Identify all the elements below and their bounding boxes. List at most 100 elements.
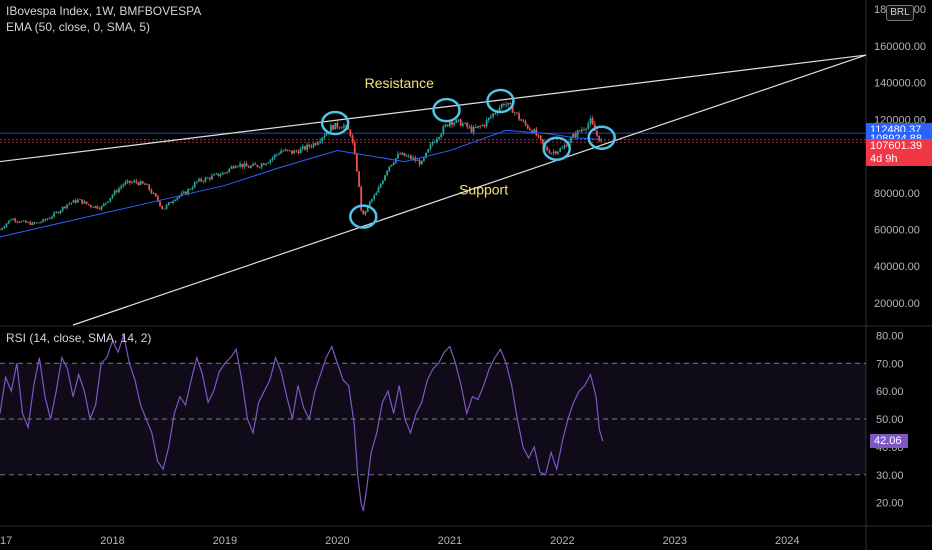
candle-body [591,118,594,125]
candle-body [580,129,583,132]
candle-body [312,143,315,147]
candle-body [552,151,555,154]
currency-button[interactable]: BRL [886,5,914,21]
candle-body [230,166,233,169]
candle-body [442,126,445,134]
candle-body [137,182,140,186]
candle-body [600,139,603,141]
rsi-tick-label: 70.00 [876,358,904,370]
candle-body [258,166,261,168]
price-tick-label: 80000.00 [874,188,920,200]
candle-body [256,164,259,167]
candle-body [355,154,358,172]
candle-body [265,163,267,165]
candle-body [163,208,166,210]
rsi-tick-label: 20.00 [876,498,904,510]
candle-body [51,216,53,219]
candle-body [70,202,73,204]
candle-body [388,166,391,171]
highlight-circle [349,204,378,229]
candle-body [368,201,371,206]
candle-body [293,150,296,154]
candle-body [107,201,110,203]
rsi-tick-label: 60.00 [876,386,904,398]
time-tick-label: 2024 [775,535,799,547]
time-tick-label: 2020 [325,535,349,547]
candle-body [81,199,84,204]
highlight-circle [587,125,616,150]
candle-body [105,202,107,204]
candle-body [221,172,224,175]
candle-body [128,180,131,183]
candle-body [284,149,287,151]
candle-body [63,206,66,208]
candle-body [420,160,423,165]
candle-body [68,203,71,205]
candle-body [578,130,581,132]
candle-body [565,145,568,147]
candle-body [373,195,376,200]
candle-body [310,146,313,148]
candle-body [262,163,265,165]
candle-body [226,171,228,173]
candle-body [583,129,585,131]
candle-body [146,184,148,186]
candle-body [141,181,144,184]
candle-body [273,154,276,158]
candle-body [120,186,123,189]
candle-body [27,222,30,223]
candle-body [159,201,161,207]
candle-body [561,147,564,149]
candle-body [66,204,68,208]
candle-body [7,220,10,224]
candle-body [468,126,471,128]
candle-body [416,160,419,161]
candle-body [3,226,6,229]
candle-body [232,166,235,169]
candle-body [180,193,183,196]
candle-body [304,146,306,150]
candle-body [38,222,40,224]
highlight-circle [320,110,350,136]
candle-body [182,191,185,194]
candle-body [87,203,90,206]
candle-body [587,123,590,129]
candle-body [429,144,432,150]
candle-body [505,104,508,106]
candle-body [464,122,466,124]
candle-body [72,200,75,203]
highlight-circle [432,97,461,123]
candle-body [202,181,205,182]
candle-body [435,138,438,142]
candle-body [219,174,222,176]
candle-body [59,210,62,214]
time-tick-label: 2017 [0,535,12,547]
candle-body [520,119,523,121]
candle-body [100,206,103,210]
candle-body [282,150,285,152]
candle-body [528,128,531,131]
candle-body [115,190,118,193]
candle-body [187,189,190,195]
price-tag: 4d 9h [866,152,932,167]
candle-body [325,132,328,136]
time-tick-label: 2018 [100,535,124,547]
candle-body [301,146,304,149]
candle-body [548,150,551,154]
candles [0,101,603,231]
candle-body [513,112,516,114]
candle-body [485,120,488,127]
candle-body [204,177,207,182]
candle-body [0,229,1,231]
candle-body [392,162,395,165]
candle-body [42,219,45,222]
candle-body [5,223,8,227]
candle-body [559,148,562,152]
candle-body [461,123,464,126]
candle-body [16,221,19,223]
candle-body [453,122,456,125]
candle-body [444,124,447,127]
candle-body [169,202,172,203]
candle-body [291,150,293,154]
